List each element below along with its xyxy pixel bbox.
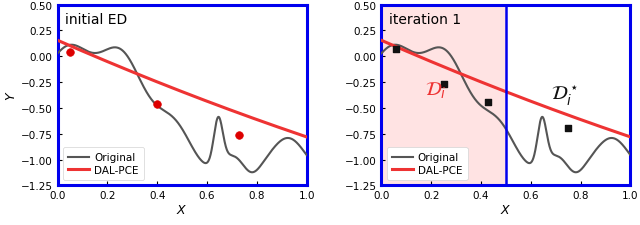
Point <box>563 126 573 130</box>
X-axis label: $X$: $X$ <box>177 203 188 216</box>
Legend: Original, DAL-PCE: Original, DAL-PCE <box>387 148 468 180</box>
Point <box>152 103 163 106</box>
Text: $\mathcal{D}_i^\star$: $\mathcal{D}_i^\star$ <box>551 83 578 107</box>
Point <box>234 133 244 137</box>
Text: iteration 1: iteration 1 <box>389 13 461 27</box>
Point <box>438 83 449 87</box>
Text: initial ED: initial ED <box>65 13 127 27</box>
Point <box>483 101 493 104</box>
Legend: Original, DAL-PCE: Original, DAL-PCE <box>63 148 144 180</box>
Point <box>65 51 75 55</box>
Text: $\mathcal{D}_i$: $\mathcal{D}_i$ <box>426 80 447 100</box>
X-axis label: $X$: $X$ <box>500 203 511 216</box>
Point <box>391 48 401 52</box>
Bar <box>381 6 506 186</box>
Y-axis label: $Y$: $Y$ <box>5 90 18 101</box>
